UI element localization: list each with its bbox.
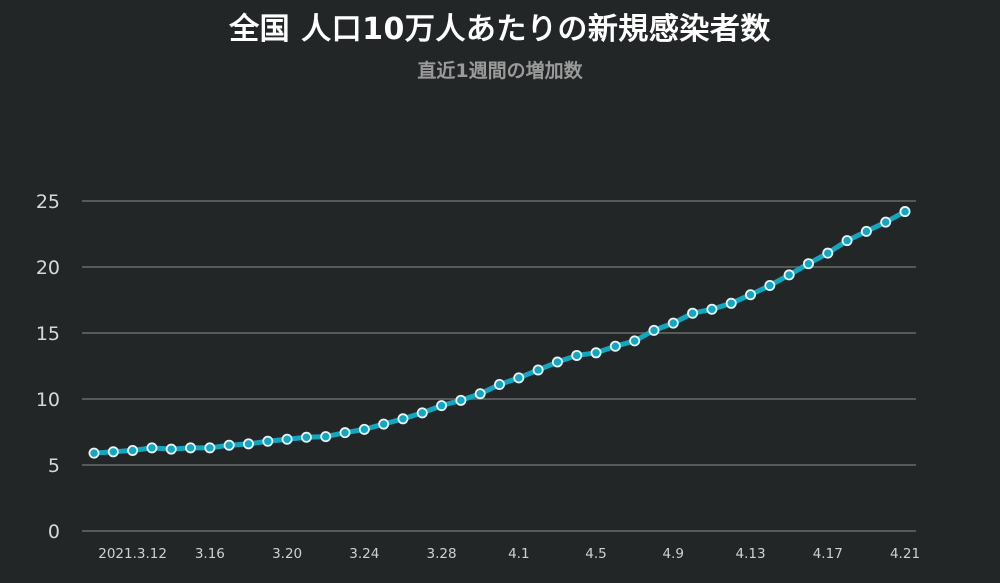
data-point-marker [822,247,834,259]
data-point-marker [127,444,139,456]
data-point-marker [185,442,197,454]
data-point-marker [493,378,505,390]
data-point-marker [455,394,467,406]
data-point-marker [783,269,795,281]
data-point-marker [880,216,892,228]
data-point-marker [706,303,718,315]
data-point-marker [416,407,428,419]
data-point-marker [629,335,641,347]
x-tick-label: 3.24 [349,546,379,562]
data-point-marker [397,413,409,425]
x-tick-label: 3.16 [195,546,225,562]
data-point-marker [262,435,274,447]
y-tick-label: 10 [36,389,60,411]
x-tick-label: 3.20 [272,546,302,562]
data-point-marker [609,340,621,352]
data-point-marker [745,289,757,301]
data-point-marker [242,438,254,450]
data-point-marker [204,442,216,454]
data-point-marker [841,235,853,247]
x-tick-label: 3.28 [427,546,457,562]
data-point-marker [532,364,544,376]
data-point-marker [667,317,679,329]
data-point-marker [88,447,100,459]
data-point-marker [320,431,332,443]
y-tick-label: 5 [48,455,60,477]
data-point-marker [223,439,235,451]
data-point-marker [107,446,119,458]
data-point-marker [339,427,351,439]
chart-subtitle: 直近1週間の増加数 [417,60,583,82]
data-series [88,206,911,459]
data-point-marker [551,356,563,368]
x-tick-label: 4.1 [508,546,529,562]
data-point-marker [513,372,525,384]
data-point-marker [436,400,448,412]
data-point-marker [899,206,911,218]
data-point-marker [378,418,390,430]
x-tick-label: 4.13 [735,546,765,562]
data-point-marker [725,297,737,309]
data-point-marker [358,423,370,435]
data-point-marker [474,388,486,400]
x-tick-label: 4.17 [813,546,843,562]
x-tick-label: 4.21 [890,546,920,562]
data-point-marker [590,347,602,359]
data-point-marker [281,433,293,445]
x-axis-ticks: 2021.3.12 3.16 3.20 3.24 3.28 4.1 4.5 4.9 4.13 4.… [98,546,920,562]
data-point-marker [648,324,660,336]
data-point-marker [300,431,312,443]
y-tick-label: 25 [36,191,60,213]
y-tick-label: 15 [36,323,60,345]
chart-title: 全国 人口10万人あたりの新規感染者数 [229,12,771,47]
data-point-marker [687,307,699,319]
x-tick-label: 4.9 [663,546,684,562]
data-point-marker [165,443,177,455]
y-axis-ticks: 0 5 10 15 20 25 [36,191,60,543]
data-point-marker [764,279,776,291]
x-tick-label: 2021.3.12 [98,546,167,562]
data-point-marker [571,349,583,361]
data-point-marker [860,225,872,237]
y-tick-label: 0 [48,521,60,543]
data-point-marker [146,442,158,454]
y-tick-label: 20 [36,257,60,279]
data-point-marker [802,258,814,270]
gridlines [82,200,916,532]
x-tick-label: 4.5 [585,546,606,562]
